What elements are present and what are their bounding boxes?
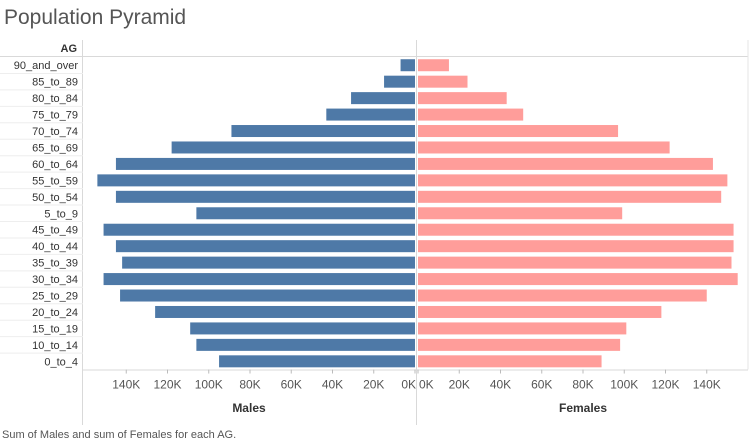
category-label: 90_and_over xyxy=(14,60,79,72)
category-label: 5_to_9 xyxy=(44,208,78,220)
female-bar[interactable] xyxy=(418,322,627,335)
male-bar[interactable] xyxy=(115,157,415,170)
male-bar[interactable] xyxy=(326,108,415,121)
female-bar[interactable] xyxy=(418,190,722,203)
female-bar[interactable] xyxy=(418,75,468,88)
female-bar[interactable] xyxy=(418,125,619,138)
category-label: 20_to_24 xyxy=(32,307,78,319)
category-label: 15_to_19 xyxy=(32,323,78,335)
female-bar[interactable] xyxy=(418,305,662,318)
males-tick-label: 120K xyxy=(153,378,181,392)
grid-lines xyxy=(0,40,749,425)
female-bar[interactable] xyxy=(418,289,707,302)
category-label: 65_to_69 xyxy=(32,142,78,154)
females-axis: 0K 20K 40K 60K 80K 100K 120K 140K Females xyxy=(417,369,721,415)
male-bar[interactable] xyxy=(384,75,415,88)
category-label: 50_to_54 xyxy=(32,192,78,204)
females-tick-label: 80K xyxy=(572,378,593,392)
male-bar[interactable] xyxy=(400,59,415,72)
female-bar[interactable] xyxy=(418,108,524,121)
female-bar[interactable] xyxy=(418,207,623,220)
category-label: 70_to_74 xyxy=(32,126,78,138)
females-bars xyxy=(418,59,738,368)
chart-title: Population Pyramid xyxy=(4,6,187,29)
males-bars xyxy=(97,59,415,368)
category-label: 60_to_64 xyxy=(32,159,78,171)
category-label: 35_to_39 xyxy=(32,258,78,270)
female-bar[interactable] xyxy=(418,355,602,368)
female-bar[interactable] xyxy=(418,59,449,72)
male-bar[interactable] xyxy=(219,355,415,368)
population-pyramid-chart: AG 90_and_over 85_to_89 80_to_84 75_to_79 70… xyxy=(0,40,749,425)
male-bar[interactable] xyxy=(103,223,415,236)
female-bar[interactable] xyxy=(418,240,734,253)
males-tick-label: 40K xyxy=(322,378,343,392)
males-tick-label: 60K xyxy=(281,378,302,392)
males-tick-label: 100K xyxy=(195,378,223,392)
females-tick-label: 100K xyxy=(610,378,638,392)
category-label: 25_to_29 xyxy=(32,291,78,303)
males-tick-label: 20K xyxy=(363,378,384,392)
male-bar[interactable] xyxy=(171,141,415,154)
female-bar[interactable] xyxy=(418,223,734,236)
male-bar[interactable] xyxy=(351,92,415,105)
category-labels: 90_and_over 85_to_89 80_to_84 75_to_79 70_to… xyxy=(14,60,79,368)
male-bar[interactable] xyxy=(115,190,415,203)
category-label: 55_to_59 xyxy=(32,175,78,187)
female-bar[interactable] xyxy=(418,141,670,154)
male-bar[interactable] xyxy=(190,322,415,335)
male-bar[interactable] xyxy=(231,125,415,138)
category-label: 30_to_34 xyxy=(32,274,78,286)
category-label: 40_to_44 xyxy=(32,241,78,253)
males-axis: 140K 120K 100K 80K 60K 40K 20K 0K Males xyxy=(112,369,416,415)
female-bar[interactable] xyxy=(418,338,621,351)
category-label: 45_to_49 xyxy=(32,225,78,237)
male-bar[interactable] xyxy=(115,240,415,253)
male-bar[interactable] xyxy=(155,305,415,318)
row-header-label: AG xyxy=(61,43,78,55)
category-label: 10_to_14 xyxy=(32,340,78,352)
male-bar[interactable] xyxy=(196,338,415,351)
category-label: 80_to_84 xyxy=(32,93,78,105)
row-header: AG xyxy=(61,43,78,55)
females-tick-label: 40K xyxy=(490,378,511,392)
female-bar[interactable] xyxy=(418,157,713,170)
male-bar[interactable] xyxy=(196,207,415,220)
males-tick-label: 0K xyxy=(401,378,416,392)
category-label: 85_to_89 xyxy=(32,77,78,89)
chart-caption: Sum of Males and sum of Females for each… xyxy=(2,429,237,441)
male-bar[interactable] xyxy=(97,174,415,187)
female-bar[interactable] xyxy=(418,174,728,187)
males-tick-label: 80K xyxy=(239,378,260,392)
males-tick-label: 140K xyxy=(112,378,140,392)
females-tick-label: 60K xyxy=(531,378,552,392)
females-tick-label: 0K xyxy=(419,378,434,392)
category-label: 0_to_4 xyxy=(44,356,78,368)
female-bar[interactable] xyxy=(418,92,507,105)
female-bar[interactable] xyxy=(418,256,732,269)
females-tick-label: 140K xyxy=(693,378,721,392)
category-label: 75_to_79 xyxy=(32,110,78,122)
male-bar[interactable] xyxy=(122,256,415,269)
male-bar[interactable] xyxy=(103,273,415,286)
male-bar[interactable] xyxy=(120,289,415,302)
females-tick-label: 20K xyxy=(449,378,470,392)
females-axis-label: Females xyxy=(559,401,607,415)
females-tick-label: 120K xyxy=(651,378,679,392)
female-bar[interactable] xyxy=(418,273,738,286)
males-axis-label: Males xyxy=(232,401,266,415)
